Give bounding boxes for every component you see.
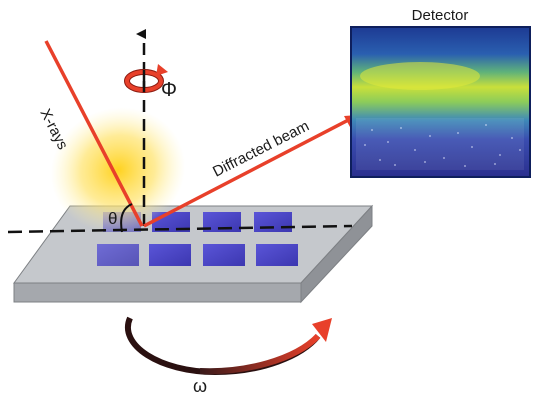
sample-plate: [13, 204, 374, 304]
sample-well: [97, 244, 139, 266]
sample-well: [149, 244, 191, 266]
phi-rotation-icon: [124, 64, 168, 93]
detector-label: Detector: [412, 7, 469, 24]
diffracted-beam: [143, 113, 359, 228]
horizontal-axis: [7, 224, 353, 234]
sample-well: [256, 244, 298, 266]
omega-rotation-icon: [125, 316, 332, 376]
sample-well: [254, 212, 292, 232]
phi-label: Φ: [161, 79, 177, 101]
theta-arc: [120, 203, 133, 233]
xrays-label: X-rays: [36, 106, 71, 152]
detector-panel: [350, 26, 531, 178]
incident-beam: [44, 40, 144, 227]
sample-well: [203, 244, 245, 266]
theta-label: θ: [108, 209, 117, 228]
diffracted-beam-label: Diffracted beam: [210, 117, 312, 180]
xray-glow: [50, 107, 186, 233]
omega-label: ω: [193, 376, 207, 394]
